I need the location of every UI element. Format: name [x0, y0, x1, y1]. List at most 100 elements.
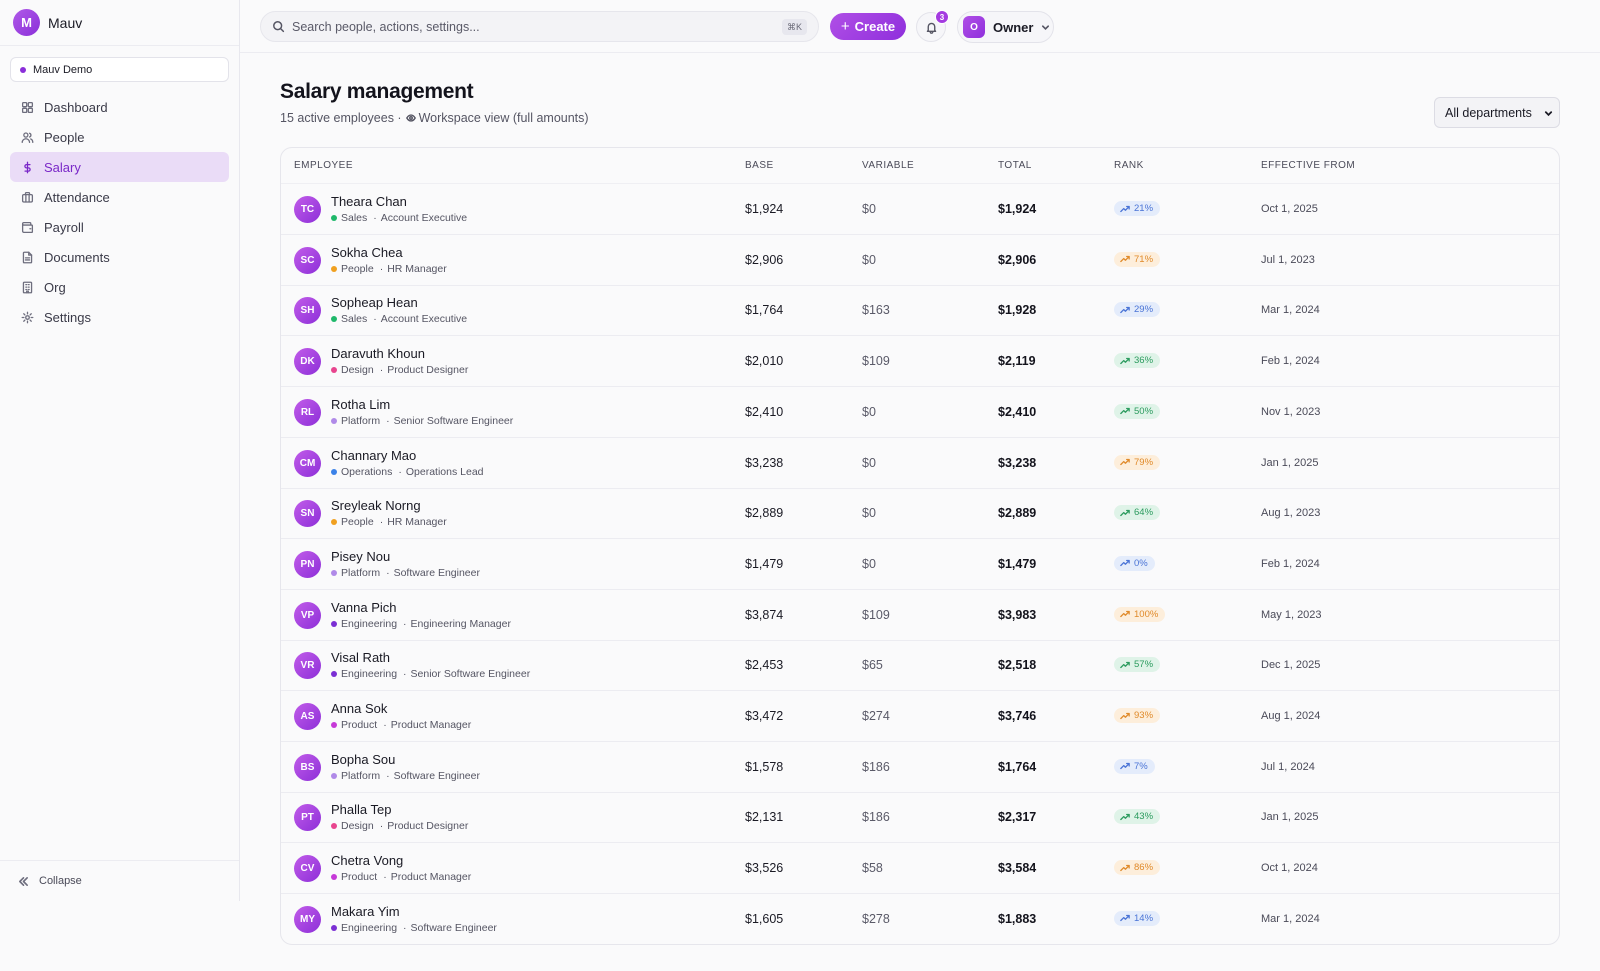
- sidebar-item-settings[interactable]: Settings: [10, 302, 229, 332]
- table-row[interactable]: AS Anna Sok Product · Product Manager $3…: [281, 691, 1559, 742]
- column-rank[interactable]: Rank: [1114, 160, 1144, 171]
- separator: ·: [386, 414, 390, 427]
- rank-value: 64%: [1134, 507, 1154, 519]
- employee-name[interactable]: Rotha Lim: [331, 396, 391, 412]
- employee-meta: Platform · Software Engineer: [331, 770, 480, 782]
- sidebar-nav: Dashboard People Salary Attendance Payro…: [10, 92, 229, 332]
- rank-badge: 7%: [1114, 758, 1155, 774]
- search-input[interactable]: [292, 19, 818, 34]
- table-row[interactable]: CV Chetra Vong Product · Product Manager…: [281, 843, 1559, 895]
- rank-value: 100%: [1134, 608, 1159, 620]
- gear-icon: [21, 311, 34, 323]
- department-dot: [331, 215, 337, 221]
- total-pay: $3,983: [998, 607, 1037, 622]
- table-row[interactable]: DK Daravuth Khoun Design · Product Desig…: [281, 336, 1559, 388]
- table-row[interactable]: PN Pisey Nou Platform · Software Enginee…: [281, 539, 1559, 590]
- employee-meta: Sales · Account Executive: [331, 212, 467, 224]
- employee-name[interactable]: Sreyleak Norng: [331, 498, 421, 514]
- table-row[interactable]: CM Channary Mao Operations · Operations …: [281, 438, 1559, 489]
- base-salary: $2,453: [745, 658, 784, 673]
- employee-name[interactable]: Phalla Tep: [331, 802, 392, 818]
- employee-role: Software Engineer: [393, 566, 480, 579]
- table-row[interactable]: BS Bopha Sou Platform · Software Enginee…: [281, 742, 1559, 793]
- department-dot: [331, 468, 337, 475]
- trending-up-icon: [1120, 610, 1130, 618]
- effective-date: Oct 1, 2025: [1261, 203, 1318, 215]
- column-variable[interactable]: Variable: [862, 160, 915, 171]
- sidebar-item-org[interactable]: Org: [10, 272, 229, 302]
- sidebar-item-attendance[interactable]: Attendance: [10, 182, 229, 212]
- employee-department: Operations: [341, 465, 393, 478]
- sidebar-item-salary[interactable]: Salary: [10, 152, 229, 182]
- rank-badge: 14%: [1114, 910, 1161, 926]
- employee-name[interactable]: Anna Sok: [331, 701, 388, 716]
- trending-up-icon: [1120, 560, 1130, 567]
- brand[interactable]: M Mauv: [0, 0, 239, 46]
- employee-name[interactable]: Visal Rath: [331, 650, 391, 666]
- employee-name[interactable]: Daravuth Khoun: [331, 346, 425, 362]
- employee-department: Engineering: [341, 617, 398, 630]
- column-base[interactable]: Base: [745, 160, 774, 171]
- create-button[interactable]: + Create: [830, 13, 906, 40]
- user-menu[interactable]: O Owner: [957, 11, 1054, 43]
- chevron-down-icon: [1544, 111, 1553, 117]
- employee-name[interactable]: Channary Mao: [331, 447, 417, 463]
- document-icon: [22, 251, 33, 263]
- collapse-sidebar-button[interactable]: Collapse: [0, 860, 239, 901]
- employee-role: Product Manager: [390, 719, 472, 731]
- separator: ·: [379, 516, 384, 529]
- employee-name[interactable]: Chetra Vong: [331, 853, 404, 869]
- employee-name[interactable]: Makara Yim: [331, 903, 400, 919]
- sidebar-item-dashboard[interactable]: Dashboard: [10, 92, 229, 122]
- table-row[interactable]: MY Makara Yim Engineering · Software Eng…: [281, 894, 1559, 944]
- brand-logo: M: [13, 9, 40, 36]
- table-row[interactable]: VR Visal Rath Engineering · Senior Softw…: [281, 640, 1559, 692]
- table-row[interactable]: RL Rotha Lim Platform · Senior Software …: [281, 387, 1559, 438]
- trending-up-icon: [1120, 458, 1130, 466]
- search-bar[interactable]: ⌘K: [260, 11, 819, 42]
- trending-up-icon: [1120, 763, 1130, 770]
- column-total[interactable]: Total: [998, 160, 1032, 171]
- employee-department: People: [341, 262, 374, 275]
- employee-name[interactable]: Sokha Chea: [331, 244, 403, 260]
- table-row[interactable]: SC Sokha Chea People · HR Manager $2,906…: [281, 235, 1559, 286]
- eye-icon: [405, 114, 416, 122]
- department-dot: [331, 722, 337, 728]
- column-employee[interactable]: Employee: [294, 160, 354, 171]
- employee-role: Operations Lead: [405, 465, 484, 478]
- rank-badge: 86%: [1114, 860, 1161, 876]
- sidebar-item-label: Settings: [44, 309, 91, 325]
- trending-up-icon: [1120, 661, 1130, 668]
- employee-name[interactable]: Pisey Nou: [331, 548, 391, 564]
- employee-name[interactable]: Vanna Pich: [331, 599, 397, 615]
- employee-name[interactable]: Bopha Sou: [331, 751, 396, 767]
- employee-name[interactable]: Theara Chan: [331, 194, 407, 209]
- notifications-button[interactable]: 3: [916, 10, 949, 42]
- employee-department: Platform: [341, 566, 381, 579]
- department-filter[interactable]: All departments: [1434, 97, 1560, 128]
- variable-pay: $65: [862, 658, 883, 673]
- table-row[interactable]: SN Sreyleak Norng People · HR Manager $2…: [281, 488, 1559, 540]
- rank-value: 7%: [1134, 760, 1148, 772]
- workspace-switcher[interactable]: Mauv Demo: [10, 57, 229, 82]
- table-row[interactable]: TC Theara Chan Sales · Account Executive…: [281, 184, 1559, 235]
- sidebar-item-payroll[interactable]: Payroll: [10, 212, 229, 242]
- base-salary: $3,472: [745, 709, 784, 723]
- rank-value: 29%: [1134, 304, 1154, 316]
- sidebar-item-people[interactable]: People: [10, 122, 229, 152]
- table-row[interactable]: PT Phalla Tep Design · Product Designer …: [281, 792, 1559, 844]
- base-salary: $3,526: [745, 861, 784, 876]
- sidebar-item-documents[interactable]: Documents: [10, 242, 229, 272]
- column-effective-from[interactable]: Effective from: [1261, 160, 1356, 171]
- table-row[interactable]: SH Sopheap Hean Sales · Account Executiv…: [281, 285, 1559, 337]
- sidebar-item-label: Payroll: [44, 219, 84, 235]
- employee-meta: People · HR Manager: [331, 516, 447, 528]
- search-icon: [273, 21, 285, 33]
- rank-badge: 71%: [1114, 251, 1161, 267]
- employee-department: Design: [341, 820, 374, 833]
- table-row[interactable]: VP Vanna Pich Engineering · Engineering …: [281, 590, 1559, 641]
- avatar: DK: [294, 348, 321, 376]
- trending-up-icon: [1120, 864, 1130, 871]
- employee-name[interactable]: Sopheap Hean: [331, 295, 418, 311]
- avatar: RL: [294, 398, 321, 426]
